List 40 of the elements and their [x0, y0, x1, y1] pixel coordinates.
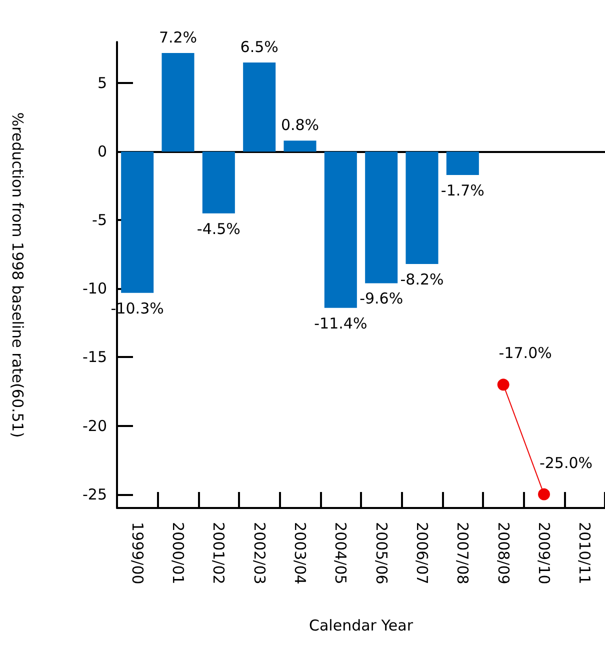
data-label: -1.7%	[440, 181, 484, 200]
bar	[365, 152, 398, 284]
bar	[406, 152, 438, 264]
x-axis-title: Calendar Year	[309, 616, 414, 634]
data-label: -17.0%	[498, 344, 552, 362]
data-label: -8.2%	[400, 270, 444, 289]
y-tick-label: 0	[97, 142, 107, 161]
data-label: -25.0%	[539, 454, 593, 472]
bar	[284, 140, 316, 152]
x-tick-label: 2005/06	[372, 522, 390, 584]
bar	[121, 152, 154, 293]
data-label: -11.4%	[314, 314, 368, 332]
data-label: 6.5%	[240, 38, 278, 56]
x-tick-label: 2010/11	[576, 522, 594, 584]
bar	[243, 62, 276, 152]
x-tick-label: 2003/04	[291, 522, 309, 584]
x-tick-label: 2008/09	[494, 522, 512, 584]
x-tick-label: 2006/07	[413, 522, 431, 584]
y-tick-label: -15	[82, 348, 107, 366]
x-tick-label: 2002/03	[250, 522, 268, 584]
x-tick-label: 2007/08	[454, 522, 472, 584]
y-tick-label: -25	[82, 485, 107, 504]
x-tick-label: 1999/00	[128, 522, 146, 584]
y-tick-label: -10	[82, 280, 107, 298]
data-label: 7.2%	[158, 28, 198, 46]
x-tick-label: 2004/05	[332, 522, 350, 584]
y-tick-label: -20	[82, 416, 107, 435]
x-tick-label: 2000/01	[169, 522, 187, 584]
bar	[162, 52, 194, 152]
data-label: -9.6%	[360, 290, 404, 308]
y-axis-title: %reduction from 1998 baseline rate(60.51)	[8, 112, 26, 438]
data-label: 0.8%	[280, 116, 320, 134]
x-tick-label: 2001/02	[210, 522, 228, 584]
y-tick-label: -5	[92, 211, 107, 230]
bar	[446, 152, 479, 175]
bar	[202, 152, 235, 214]
data-label: -4.5%	[196, 220, 240, 238]
x-tick-label: 2009/10	[535, 522, 553, 584]
bar	[324, 152, 357, 308]
y-tick-label: 5	[97, 74, 107, 92]
